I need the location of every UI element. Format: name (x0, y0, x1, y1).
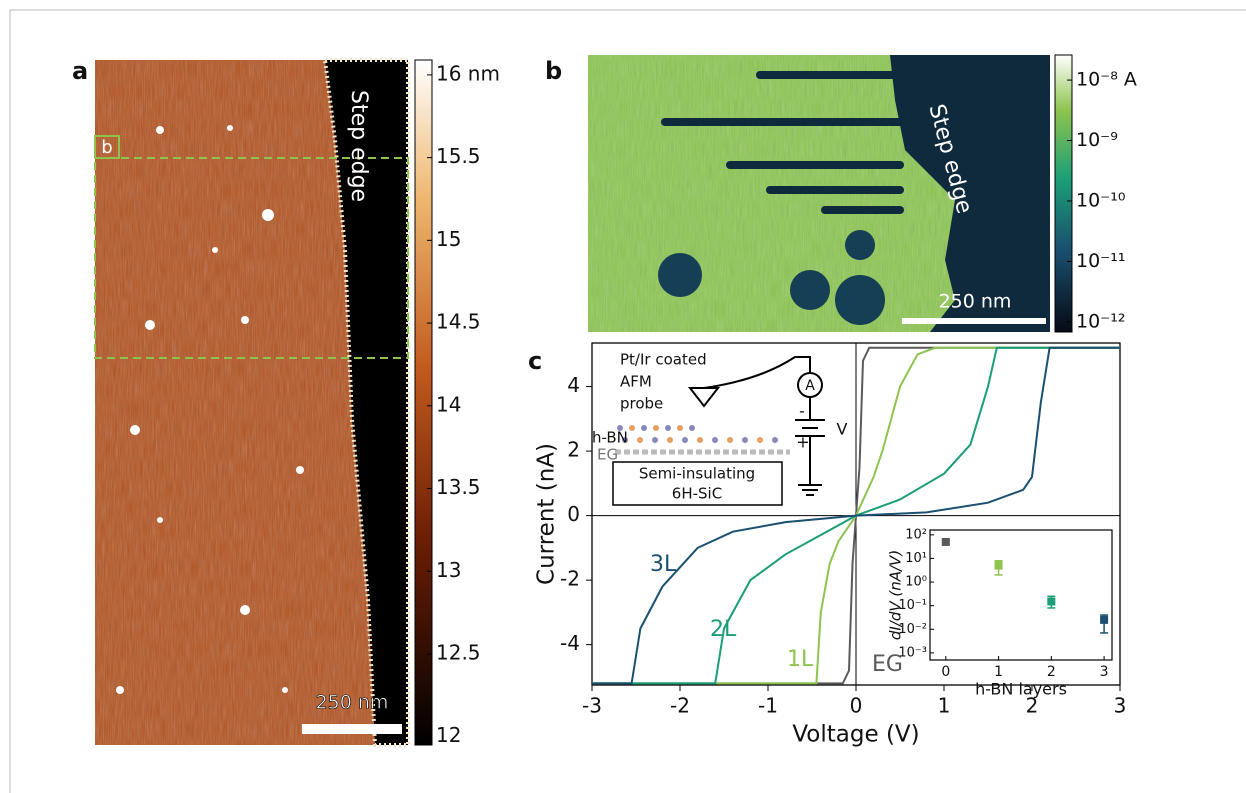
colorbar (1054, 54, 1073, 333)
ammeter-label: A (805, 378, 815, 394)
x-tick-label: 2 (1047, 664, 1056, 680)
series-label: EG (872, 652, 903, 677)
y-tick-label: -2 (560, 567, 580, 591)
series-label: 1L (787, 647, 814, 672)
colorbar-tick-label: 12 (436, 723, 461, 747)
probe-label: Pt/Ir coated (620, 351, 707, 369)
schematic (612, 356, 825, 506)
colorbar-tick-label: 10⁻⁸ A (1076, 69, 1137, 91)
x-tick-label: 1 (994, 664, 1003, 680)
colorbar-tick-label: 12.5 (436, 640, 481, 664)
colorbar-tick-label: 13 (436, 558, 461, 582)
colorbar-tick-label: 10⁻¹¹ (1076, 250, 1125, 272)
data-point (941, 537, 950, 546)
y-tick-label: 10² (905, 527, 927, 542)
hbn-label: h-BN (592, 429, 628, 447)
probe-label: probe (620, 395, 663, 413)
y-tick-label: 10⁻² (898, 622, 927, 637)
colorbar-tick-label: 10⁻⁹ (1076, 129, 1118, 151)
x-tick-label: -3 (582, 694, 602, 718)
y-axis-title: dI/dV (nA/V) (887, 550, 905, 640)
panel-label: a (72, 57, 88, 85)
box-label: b (101, 137, 112, 158)
x-tick-label: 1 (938, 694, 951, 718)
current-map-b (588, 55, 1050, 332)
y-tick-label: 10⁻³ (898, 645, 927, 660)
colorbar (414, 59, 433, 746)
scale-bar-label: 250 nm (939, 291, 1012, 313)
minus-label: - (799, 402, 805, 421)
colorbar-tick-label: 10⁻¹² (1076, 310, 1125, 332)
plus-label: + (796, 433, 809, 452)
colorbar-tick-label: 14.5 (436, 310, 481, 334)
y-tick-label: 10⁰ (905, 575, 927, 590)
afm-image-a (94, 58, 410, 747)
y-tick-label: -4 (560, 631, 580, 655)
panel-label: b (545, 57, 562, 85)
voltage-label: V (837, 420, 848, 439)
substrate-label: Semi-insulating (639, 465, 755, 483)
x-axis-title: Voltage (V) (792, 722, 919, 748)
x-tick-label: -1 (758, 694, 778, 718)
y-axis-title: Current (nA) (534, 443, 560, 585)
data-point (1100, 615, 1109, 624)
x-tick-label: 3 (1100, 664, 1109, 680)
panel-label: c (528, 347, 542, 375)
colorbar-tick-label: 15 (436, 227, 461, 251)
step-edge-label: Step edge (346, 90, 371, 202)
iv-curve (592, 346, 1120, 685)
colorbar-tick-label: 10⁻¹⁰ (1076, 189, 1125, 211)
data-point (1047, 597, 1056, 606)
x-tick-label: 0 (850, 694, 863, 718)
lattice (615, 425, 790, 455)
colorbar-tick-label: 14 (436, 392, 461, 416)
series-label: 2L (710, 617, 737, 642)
colorbar-tick-label: 16 nm (436, 61, 500, 85)
x-tick-label: -2 (670, 694, 690, 718)
series-label: 3L (650, 552, 677, 577)
substrate-label: 6H-SiC (672, 485, 722, 503)
colorbar-tick-label: 15.5 (436, 144, 481, 168)
y-tick-label: 0 (567, 502, 580, 526)
eg-label: EG (597, 446, 618, 464)
x-tick-label: 0 (941, 664, 950, 680)
x-axis-title: h-BN layers (975, 680, 1067, 699)
y-tick-label: 10¹ (905, 551, 927, 566)
colorbar-tick-label: 13.5 (436, 475, 481, 499)
y-tick-label: 2 (567, 438, 580, 462)
y-tick-label: 4 (567, 373, 580, 397)
x-tick-label: 3 (1114, 694, 1127, 718)
inset-frame (929, 529, 1113, 661)
data-point (994, 561, 1003, 570)
probe-label: AFM (620, 373, 652, 391)
y-tick-label: 10⁻¹ (898, 598, 927, 613)
x-tick-label: 2 (1026, 694, 1039, 718)
frame (9, 9, 1246, 793)
scale-bar-label: 250 nm (316, 692, 389, 714)
iv-curve (592, 346, 1120, 685)
